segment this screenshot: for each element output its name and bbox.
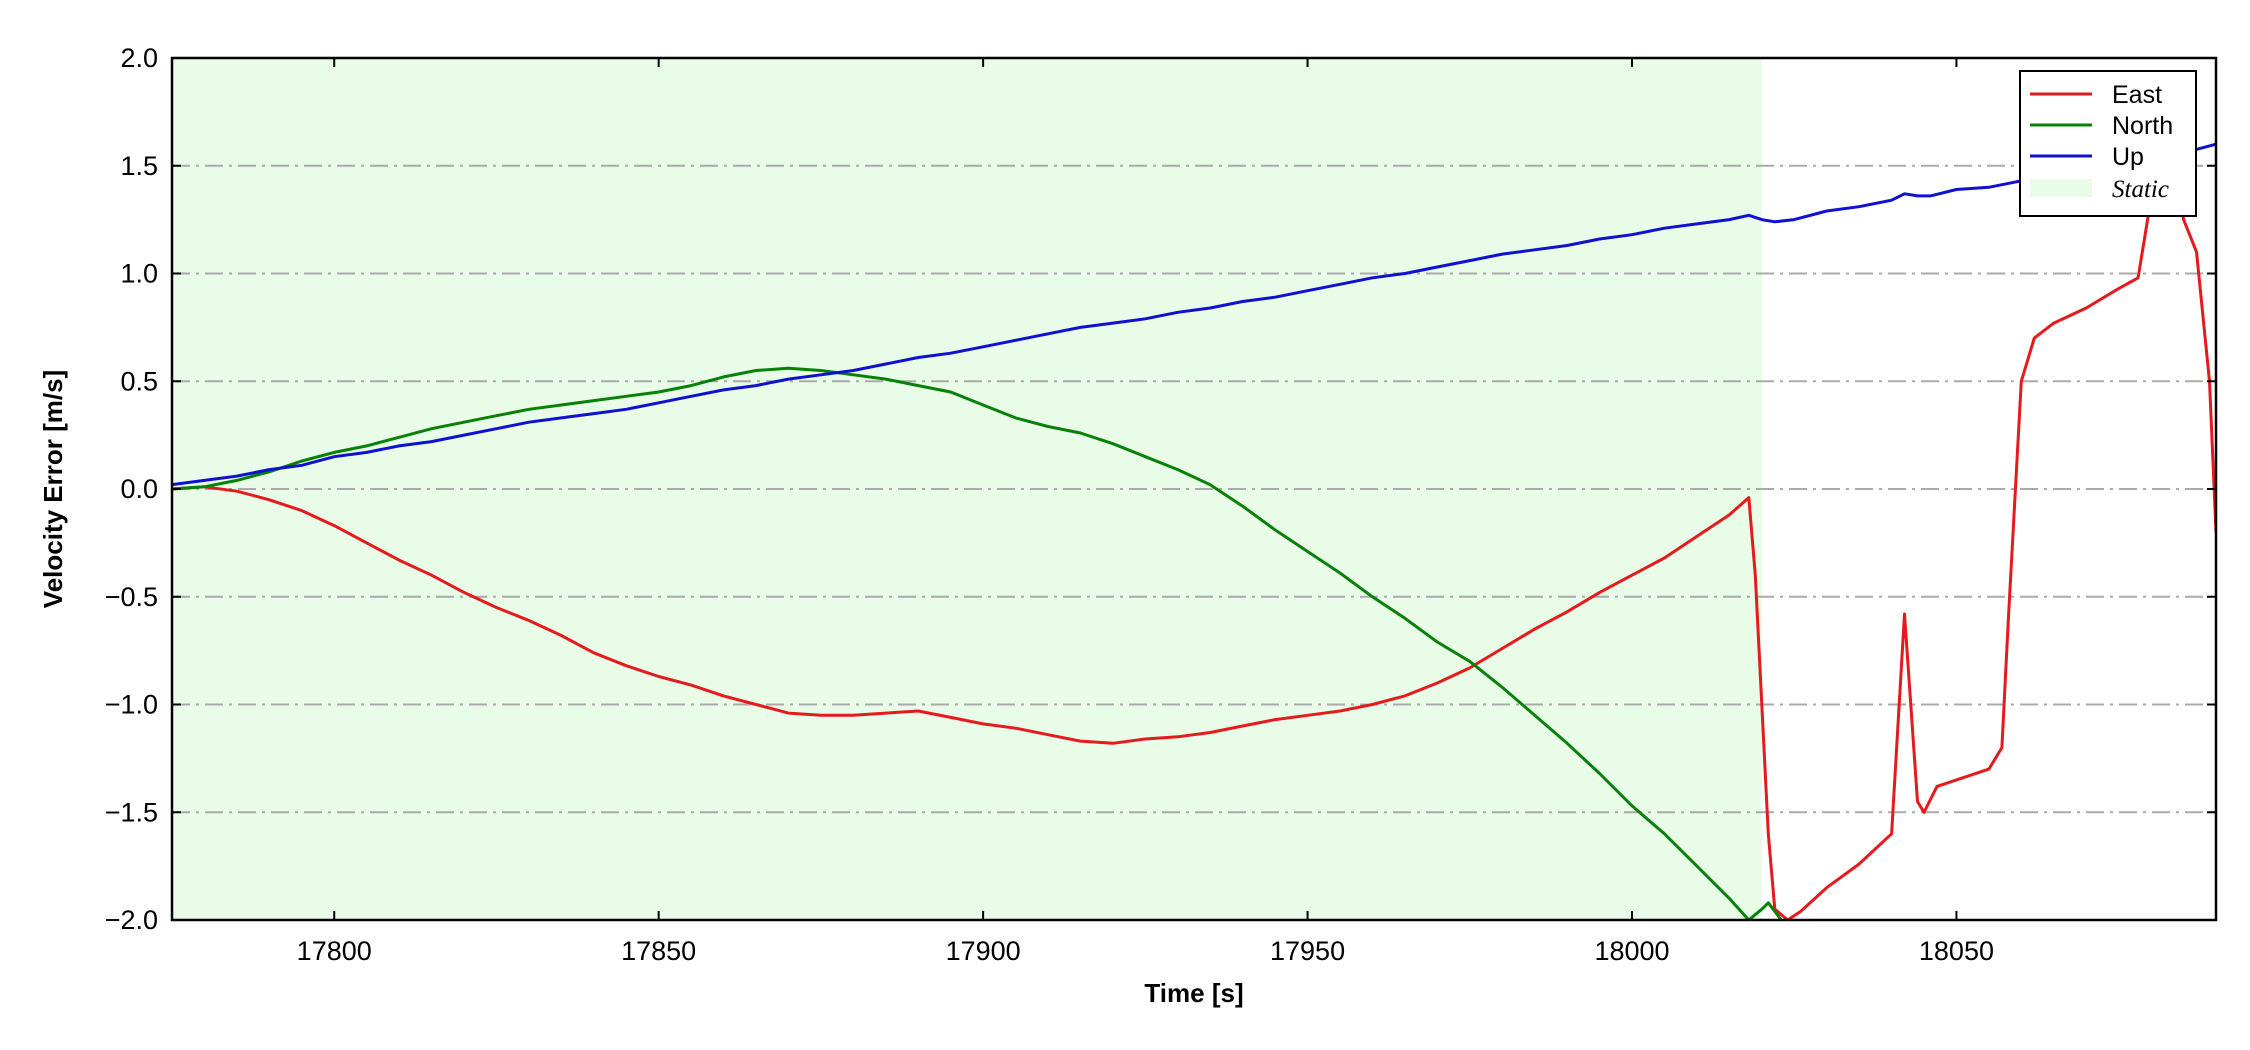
x-tick-label: 17850	[621, 936, 696, 966]
series-line-up	[172, 142, 2216, 487]
y-tick-label: 0.0	[120, 474, 158, 504]
x-tick-label: 17900	[946, 936, 1021, 966]
y-tick-label: 2.0	[120, 43, 158, 73]
legend-label-east: East	[2112, 81, 2162, 109]
x-tick-label: 17800	[297, 936, 372, 966]
series-line-north	[172, 366, 1783, 920]
x-tick-label: 17950	[1270, 936, 1345, 966]
x-axis-label: Time [s]	[1144, 978, 1243, 1008]
y-tick-label: −1.0	[105, 690, 158, 720]
legend-label-static: Static	[2112, 176, 2169, 203]
y-tick-label: 1.0	[120, 259, 158, 289]
y-tick-label: 0.5	[120, 366, 158, 396]
y-tick-label: 1.5	[120, 151, 158, 181]
x-tick-label: 18000	[1594, 936, 1669, 966]
y-axis-label: Velocity Error [m/s]	[38, 370, 68, 608]
y-tick-label: −1.5	[105, 797, 158, 827]
legend-swatch-static	[2030, 179, 2092, 197]
y-tick-label: −2.0	[105, 905, 158, 935]
legend-label-up: Up	[2112, 143, 2144, 171]
legend-label-north: North	[2112, 112, 2173, 140]
y-tick-label: −0.5	[105, 582, 158, 612]
x-tick-label: 18050	[1919, 936, 1994, 966]
legend: East North Up Static	[2019, 70, 2197, 217]
series-line-east	[172, 153, 2216, 920]
